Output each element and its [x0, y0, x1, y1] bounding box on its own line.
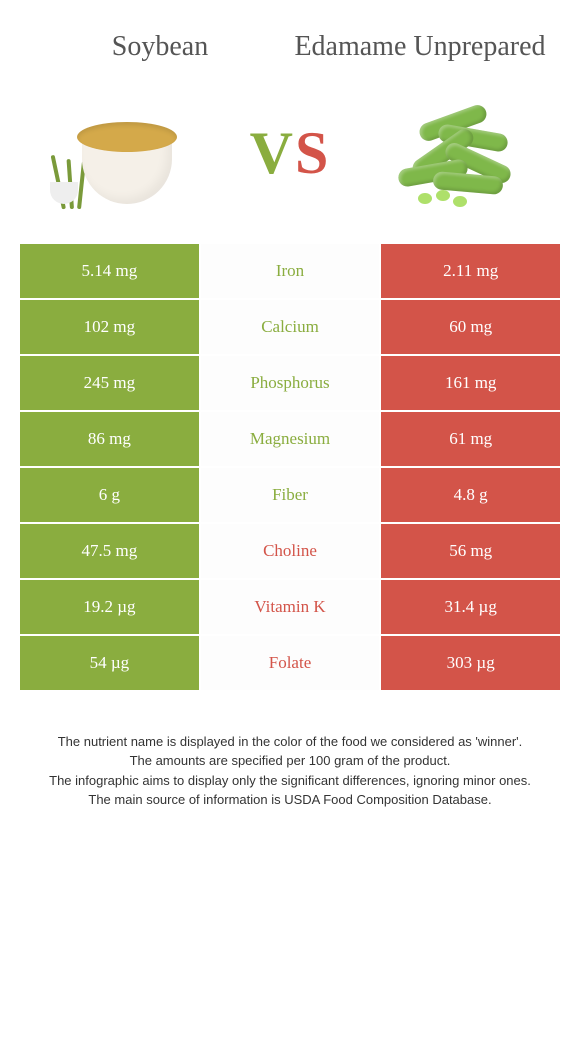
vs-label: VS: [250, 119, 331, 188]
footer-line: The nutrient name is displayed in the co…: [20, 732, 560, 752]
cell-left-value: 102 mg: [20, 300, 201, 354]
cell-left-value: 54 µg: [20, 636, 201, 690]
table-row: 54 µgFolate303 µg: [20, 636, 560, 692]
cell-nutrient-label: Choline: [201, 524, 380, 578]
cell-right-value: 61 mg: [379, 412, 560, 466]
cell-right-value: 56 mg: [379, 524, 560, 578]
cell-right-value: 4.8 g: [379, 468, 560, 522]
images-row: VS: [0, 84, 580, 244]
footer-line: The infographic aims to display only the…: [20, 771, 560, 791]
cell-nutrient-label: Magnesium: [201, 412, 380, 466]
cell-right-value: 161 mg: [379, 356, 560, 410]
cell-nutrient-label: Folate: [201, 636, 380, 690]
cell-left-value: 6 g: [20, 468, 201, 522]
header: Soybean Edamame Unprepared: [0, 0, 580, 84]
edamame-image: [383, 94, 533, 214]
cell-left-value: 47.5 mg: [20, 524, 201, 578]
table-row: 245 mgPhosphorus161 mg: [20, 356, 560, 412]
table-row: 19.2 µgVitamin K31.4 µg: [20, 580, 560, 636]
comparison-table: 5.14 mgIron2.11 mg102 mgCalcium60 mg245 …: [20, 244, 560, 692]
cell-right-value: 303 µg: [379, 636, 560, 690]
cell-right-value: 2.11 mg: [379, 244, 560, 298]
table-row: 102 mgCalcium60 mg: [20, 300, 560, 356]
cell-right-value: 31.4 µg: [379, 580, 560, 634]
cell-nutrient-label: Calcium: [201, 300, 380, 354]
footer-line: The main source of information is USDA F…: [20, 790, 560, 810]
cell-left-value: 5.14 mg: [20, 244, 201, 298]
table-row: 47.5 mgCholine56 mg: [20, 524, 560, 580]
title-right: Edamame Unprepared: [290, 30, 550, 64]
soybean-image: [47, 94, 197, 214]
cell-nutrient-label: Fiber: [201, 468, 380, 522]
cell-nutrient-label: Phosphorus: [201, 356, 380, 410]
cell-left-value: 19.2 µg: [20, 580, 201, 634]
vs-v: V: [250, 120, 295, 186]
cell-nutrient-label: Vitamin K: [201, 580, 380, 634]
cell-left-value: 86 mg: [20, 412, 201, 466]
table-row: 5.14 mgIron2.11 mg: [20, 244, 560, 300]
cell-left-value: 245 mg: [20, 356, 201, 410]
footer-notes: The nutrient name is displayed in the co…: [0, 692, 580, 830]
footer-line: The amounts are specified per 100 gram o…: [20, 751, 560, 771]
table-row: 86 mgMagnesium61 mg: [20, 412, 560, 468]
title-left: Soybean: [30, 31, 290, 63]
cell-right-value: 60 mg: [379, 300, 560, 354]
vs-s: S: [295, 120, 330, 186]
cell-nutrient-label: Iron: [201, 244, 380, 298]
table-row: 6 gFiber4.8 g: [20, 468, 560, 524]
